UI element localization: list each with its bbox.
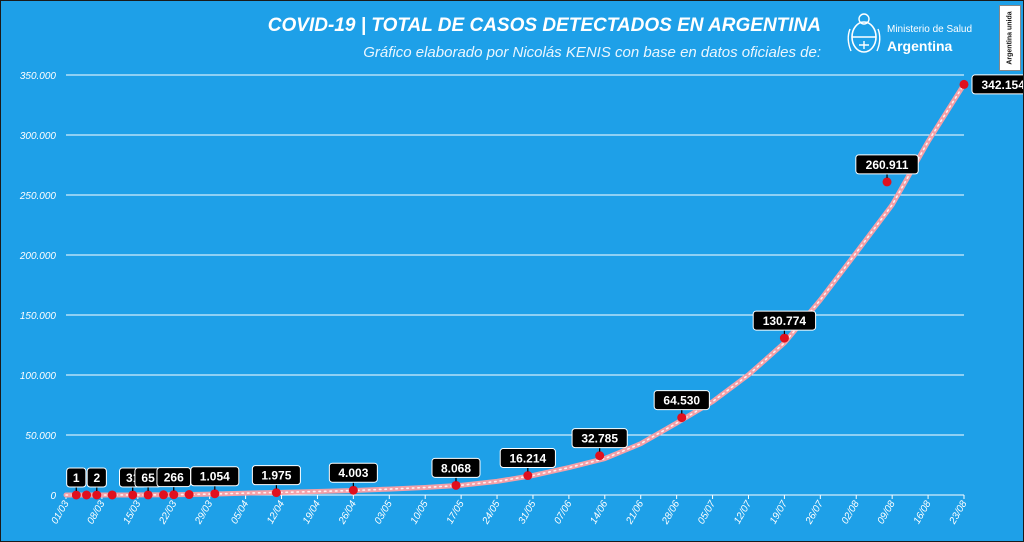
data-label-box: [66, 467, 87, 488]
data-marker: [107, 490, 117, 500]
data-marker: [184, 490, 194, 500]
x-tick-label: 12/04: [265, 499, 287, 527]
chart-title: COVID-19 | TOTAL DE CASOS DETECTADOS EN …: [267, 15, 821, 36]
data-label-box: [190, 466, 240, 487]
data-marker: [82, 490, 92, 500]
data-label-box: [855, 154, 919, 175]
data-marker: [143, 490, 153, 500]
data-label: 64.530: [663, 394, 700, 408]
data-marker: [677, 413, 687, 423]
x-tick-label: 22/03: [157, 499, 180, 527]
series-line-path: [63, 81, 967, 498]
x-axis-ticks: 01/03 08/03 15/03 22/03 29/03 05/04 12/04 19/04…: [50, 495, 970, 527]
data-marker: [271, 488, 281, 498]
data-marker: [779, 333, 789, 343]
y-tick-label: 200.000: [19, 251, 57, 262]
data-label: 65: [141, 471, 155, 485]
series-line: [63, 81, 967, 498]
data-marker: [210, 489, 220, 499]
data-marker: [128, 490, 138, 500]
x-tick-label: 16/08: [912, 499, 934, 527]
argentina-unida-badge: Argentina unida: [999, 5, 1021, 71]
data-label-box: [328, 462, 378, 483]
x-tick-label: 15/03: [121, 499, 143, 527]
x-tick-label: 19/04: [301, 499, 323, 527]
data-marker: [523, 471, 533, 481]
data-label: 32.785: [581, 432, 618, 446]
data-label: 4.003: [338, 466, 368, 480]
y-tick-label: 0: [50, 491, 56, 502]
x-tick-label: 24/05: [480, 499, 503, 527]
data-marker: [158, 490, 168, 500]
x-tick-label: 05/04: [229, 499, 251, 527]
x-tick-label: 31/05: [517, 499, 539, 527]
data-label: 266: [164, 471, 184, 485]
y-tick-label: 50.000: [25, 431, 56, 442]
x-tick-label: 09/08: [876, 499, 898, 527]
y-tick-label: 150.000: [20, 311, 57, 322]
x-tick-label: 19/07: [768, 499, 790, 527]
data-marker: [71, 490, 81, 500]
x-tick-label: 14/06: [588, 499, 610, 527]
data-marker: [348, 485, 358, 495]
chart-subtitle: Gráfico elaborado por Nicolás KENIS con …: [363, 44, 821, 61]
x-tick-label: 03/05: [373, 499, 395, 527]
badge-text: Argentina unida: [1006, 11, 1014, 65]
data-label: 2: [93, 471, 100, 485]
x-tick-label: 12/07: [732, 499, 754, 527]
y-tick-label: 300.000: [20, 131, 57, 142]
x-tick-label: 21/06: [624, 499, 647, 527]
data-label: 8.068: [441, 461, 471, 475]
data-label-box: [86, 467, 107, 488]
grid-lines: [66, 74, 964, 496]
data-marker: [959, 79, 969, 89]
data-markers: [71, 79, 969, 500]
data-label-box: [971, 74, 1023, 95]
x-tick-label: 05/07: [696, 499, 718, 527]
data-label-box: [653, 390, 710, 411]
x-tick-label: 29/03: [193, 499, 216, 527]
data-label-box: [571, 428, 628, 449]
data-label: 1: [73, 471, 80, 485]
y-tick-label: 350.000: [20, 71, 57, 82]
data-label: 130.774: [763, 314, 807, 328]
data-label-box: [752, 310, 817, 331]
y-axis-ticks: 0 50.000 100.000 150.000 200.000 250.000 300.0…: [19, 71, 57, 502]
y-tick-label: 250.000: [19, 191, 57, 202]
x-tick-label: 28/06: [660, 499, 683, 527]
argentina-coat-of-arms-icon: [847, 13, 881, 53]
data-label-box: [499, 448, 556, 469]
data-label: 16.214: [509, 452, 546, 466]
logo-line-ministerio: Ministerio de Salud: [887, 24, 973, 35]
data-marker: [882, 177, 892, 187]
x-tick-label: 02/08: [840, 499, 862, 527]
x-tick-label: 08/03: [85, 499, 107, 527]
x-tick-label: 17/05: [445, 499, 467, 527]
logo-line-argentina: Argentina: [887, 38, 953, 54]
data-label: 342.154: [982, 78, 1023, 92]
data-label-box: [431, 457, 481, 478]
x-tick-label: 23/08: [947, 499, 970, 527]
ministry-logo: Ministerio de Salud Argentina: [845, 11, 995, 61]
data-marker: [451, 480, 461, 490]
data-label: 1.054: [200, 470, 230, 484]
data-label: 1.975: [261, 469, 291, 483]
data-marker: [595, 451, 605, 461]
x-tick-label: 10/05: [409, 499, 431, 527]
data-marker: [169, 490, 179, 500]
data-label: 260.911: [866, 158, 909, 172]
x-tick-label: 01/03: [50, 499, 72, 527]
data-marker: [92, 490, 102, 500]
data-label-box: [251, 465, 301, 486]
x-tick-label: 26/04: [336, 499, 359, 527]
y-tick-label: 100.000: [20, 371, 57, 382]
x-tick-label: 07/06: [552, 499, 574, 527]
data-labels: 1 2 31 65 266 1.054 1.975 4.003 8.06816.21432.78…: [66, 74, 1023, 491]
x-tick-label: 26/07: [803, 499, 826, 527]
